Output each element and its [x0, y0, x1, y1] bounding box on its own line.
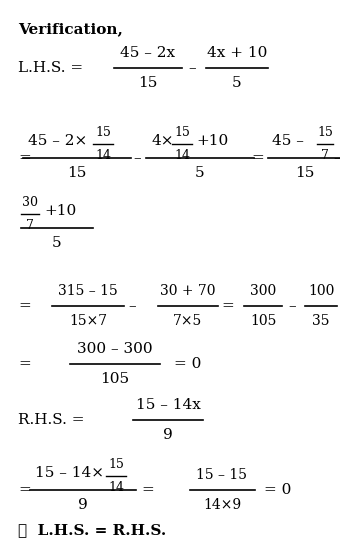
Text: 15 – 14×: 15 – 14×	[35, 466, 104, 480]
Text: =: =	[222, 299, 234, 313]
Text: 15: 15	[67, 166, 87, 180]
Text: 45 –: 45 –	[272, 134, 304, 148]
Text: 35: 35	[312, 314, 330, 328]
Text: –: –	[333, 151, 340, 165]
Text: –: –	[188, 61, 196, 75]
Text: 7×5: 7×5	[173, 314, 203, 328]
Text: =: =	[252, 151, 265, 165]
Text: 15 – 15: 15 – 15	[197, 468, 248, 482]
Text: =: =	[18, 299, 31, 313]
Text: +10: +10	[196, 134, 228, 148]
Text: 315 – 15: 315 – 15	[58, 284, 118, 298]
Text: 5: 5	[232, 76, 242, 90]
Text: =: =	[18, 151, 31, 165]
Text: 7: 7	[321, 149, 329, 162]
Text: = 0: = 0	[264, 483, 291, 497]
Text: +10: +10	[44, 204, 76, 218]
Text: –: –	[288, 299, 296, 313]
Text: 30: 30	[22, 196, 38, 209]
Text: =: =	[18, 483, 31, 497]
Text: 9: 9	[163, 428, 173, 442]
Text: 105: 105	[100, 372, 130, 386]
Text: 15: 15	[138, 76, 158, 90]
Text: 300: 300	[250, 284, 276, 298]
Text: =: =	[142, 483, 154, 497]
Text: 14: 14	[108, 481, 124, 494]
Text: 15: 15	[295, 166, 315, 180]
Text: –: –	[133, 151, 141, 165]
Text: L.H.S. =: L.H.S. =	[18, 61, 83, 75]
Text: 5: 5	[195, 166, 205, 180]
Text: 15: 15	[108, 458, 124, 471]
Text: 15 – 14x: 15 – 14x	[136, 398, 201, 412]
Text: 14: 14	[95, 149, 111, 162]
Text: Verification,: Verification,	[18, 22, 123, 36]
Text: 7: 7	[26, 219, 34, 232]
Text: =: =	[18, 357, 31, 371]
Text: 4×: 4×	[152, 134, 174, 148]
Text: 15: 15	[174, 126, 190, 139]
Text: 15: 15	[95, 126, 111, 139]
Text: R.H.S. =: R.H.S. =	[18, 413, 85, 427]
Text: 4x + 10: 4x + 10	[207, 46, 267, 60]
Text: ∴  L.H.S. = R.H.S.: ∴ L.H.S. = R.H.S.	[18, 523, 166, 537]
Text: 15: 15	[317, 126, 333, 139]
Text: 100: 100	[308, 284, 334, 298]
Text: 9: 9	[78, 498, 88, 512]
Text: = 0: = 0	[174, 357, 201, 371]
Text: 300 – 300: 300 – 300	[77, 342, 153, 356]
Text: 15×7: 15×7	[69, 314, 107, 328]
Text: 30 + 70: 30 + 70	[160, 284, 216, 298]
Text: 45 – 2×: 45 – 2×	[28, 134, 87, 148]
Text: 45 – 2x: 45 – 2x	[120, 46, 175, 60]
Text: 14: 14	[174, 149, 190, 162]
Text: 105: 105	[250, 314, 276, 328]
Text: 5: 5	[52, 236, 62, 250]
Text: 14×9: 14×9	[203, 498, 241, 512]
Text: –: –	[128, 299, 136, 313]
